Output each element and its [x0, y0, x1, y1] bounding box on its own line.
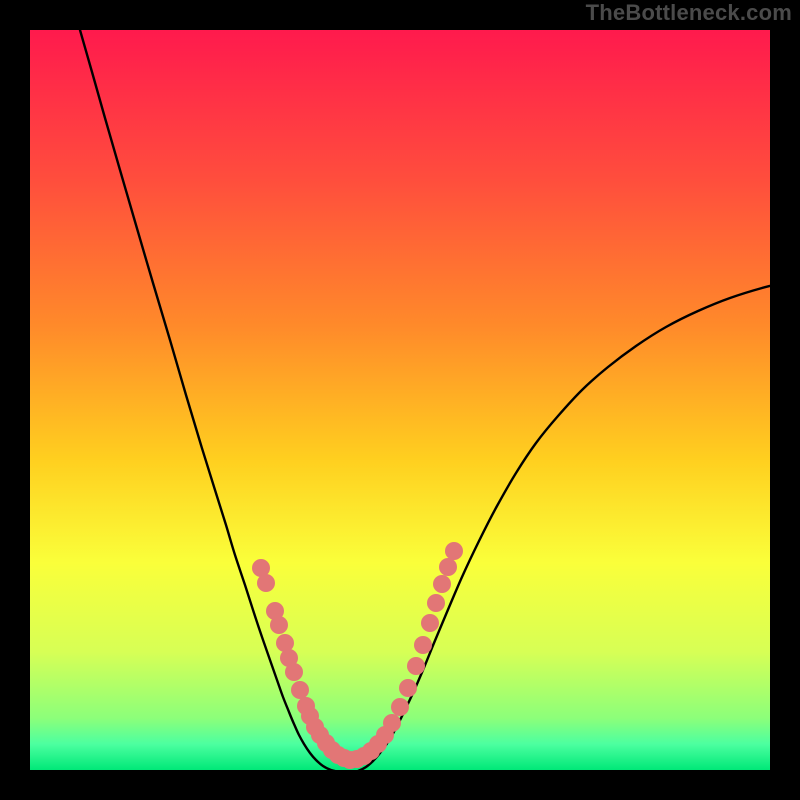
bottleneck-chart [0, 0, 800, 800]
chart-container: TheBottleneck.com [0, 0, 800, 800]
